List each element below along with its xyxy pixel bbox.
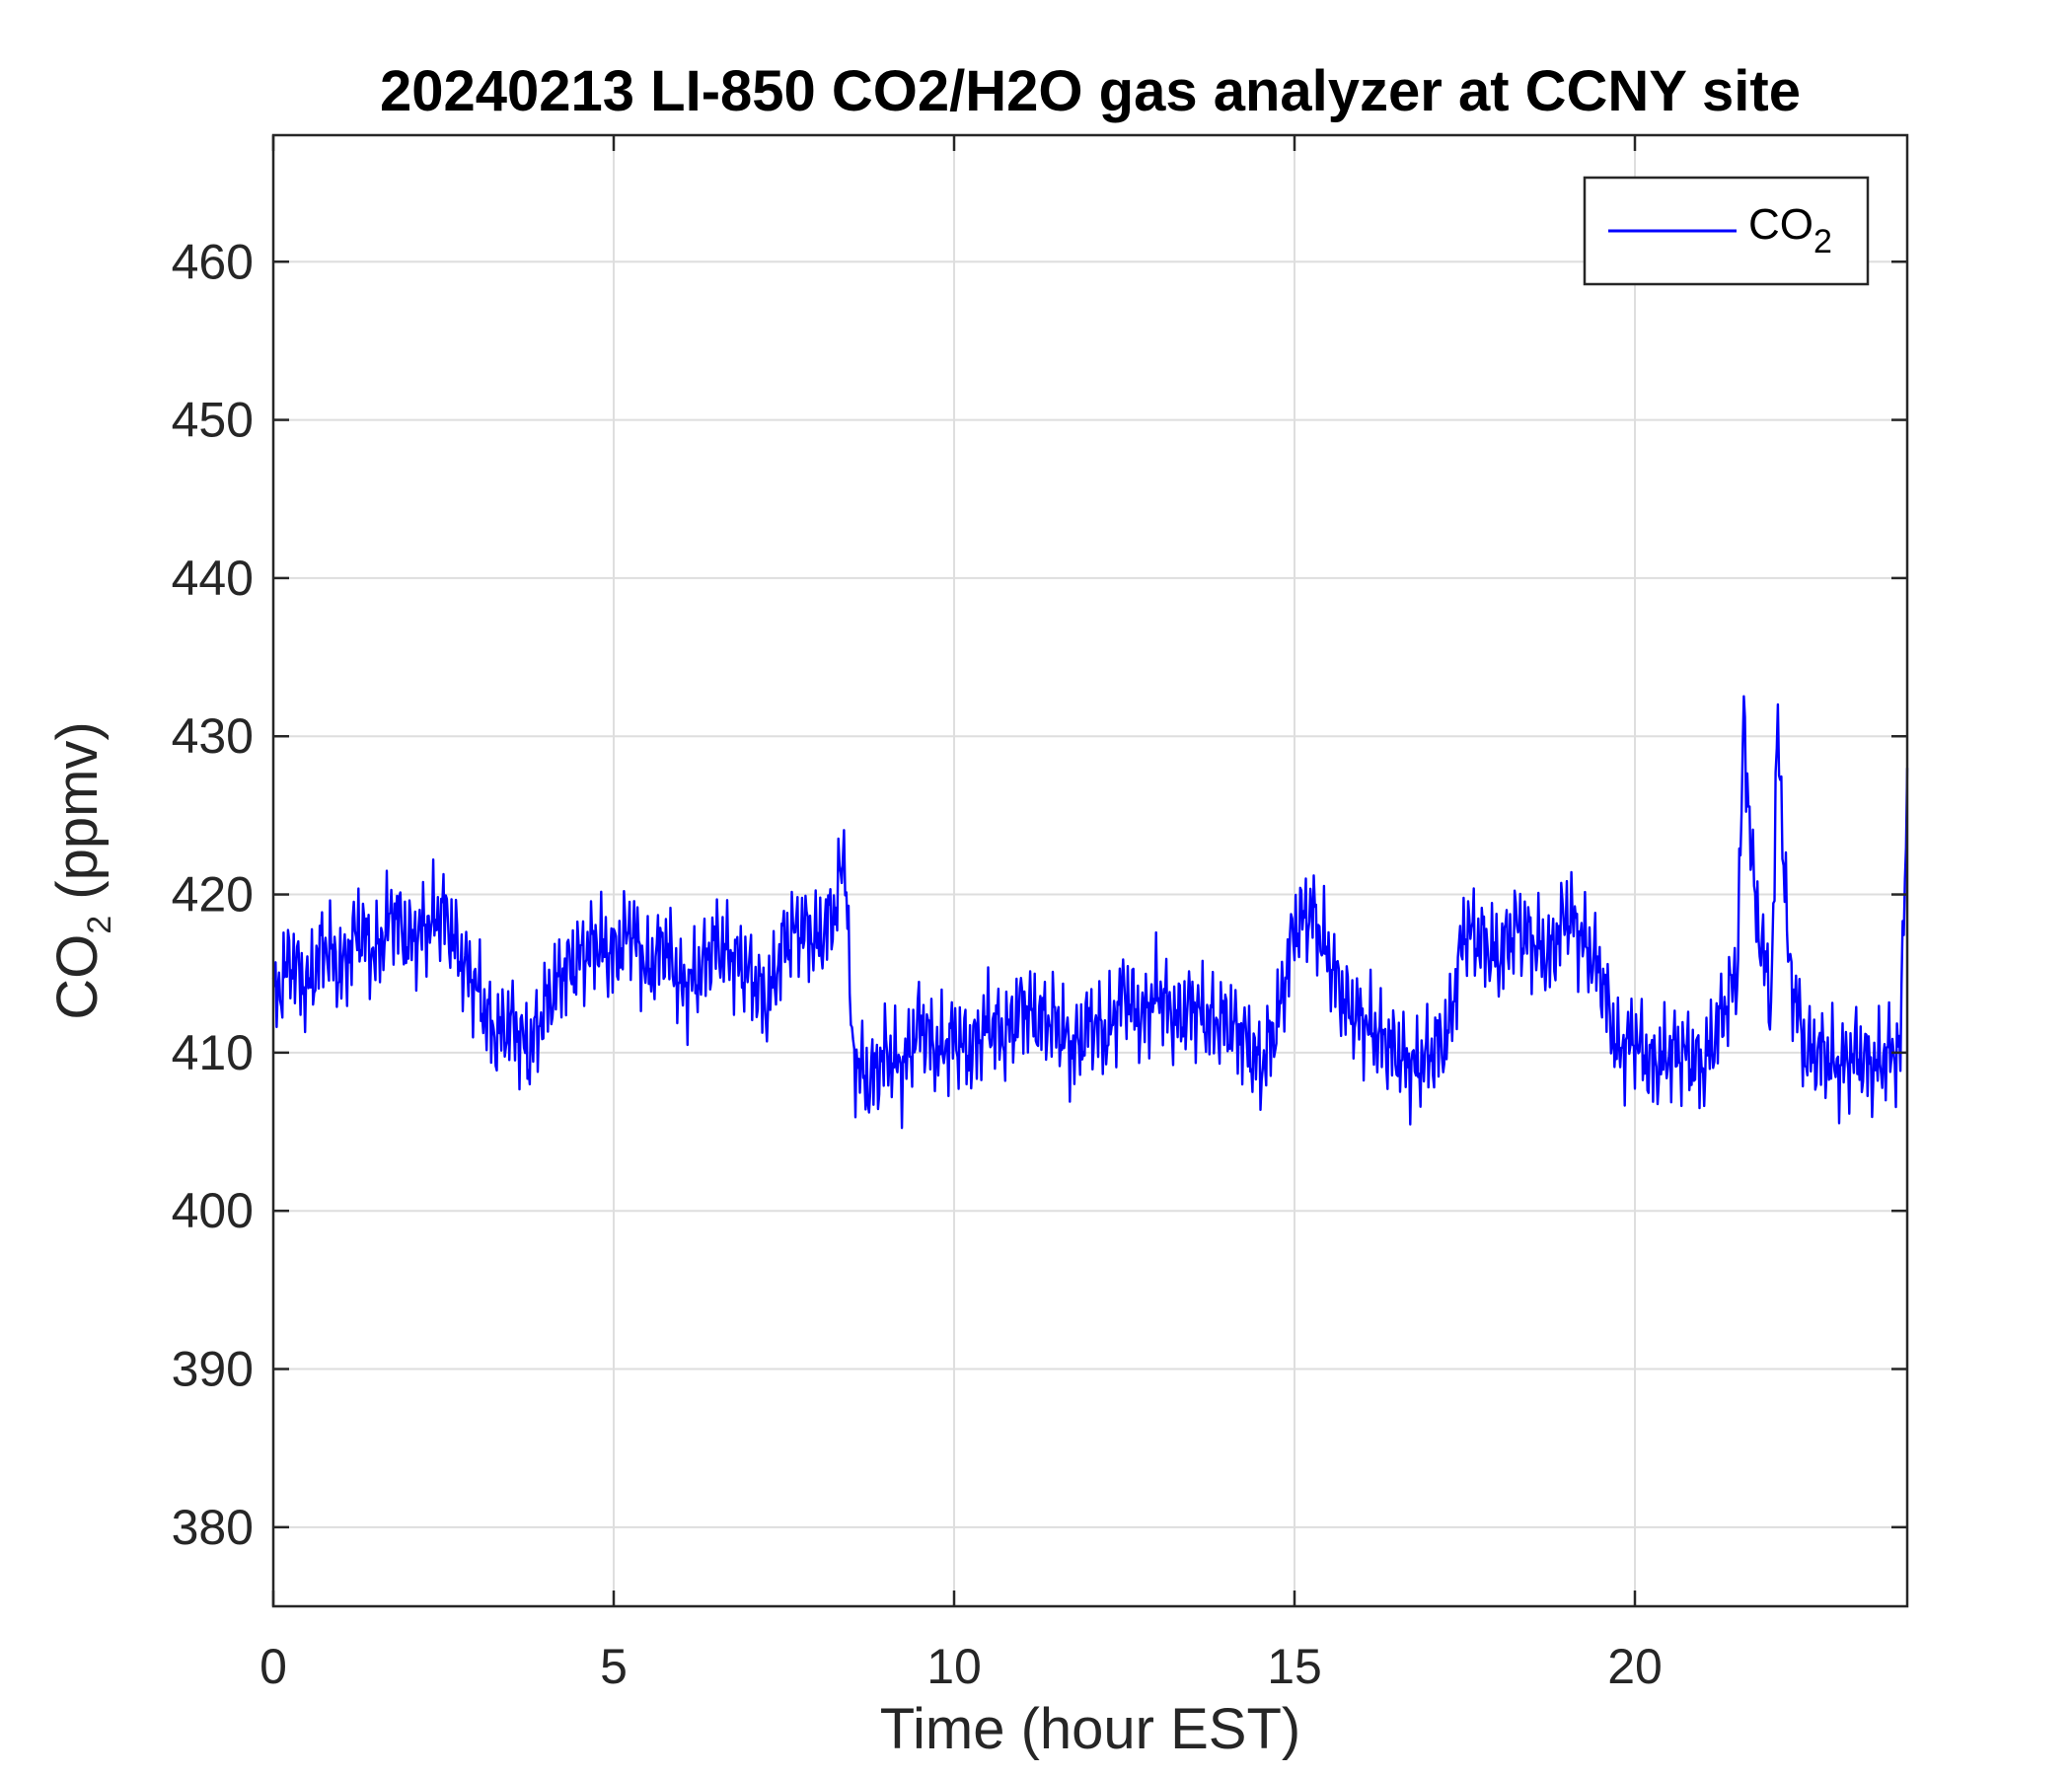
legend-entry-co2: CO2 bbox=[1748, 200, 1832, 260]
grid bbox=[272, 135, 1907, 1606]
y-tick-label: 440 bbox=[172, 551, 254, 606]
y-tick-label: 410 bbox=[172, 1025, 254, 1080]
x-tick-label: 15 bbox=[1267, 1639, 1322, 1694]
y-axis-label-base: CO bbox=[45, 934, 110, 1020]
axes bbox=[271, 133, 1909, 1608]
x-tick-label: 5 bbox=[600, 1639, 628, 1694]
series-layer bbox=[271, 695, 1909, 1130]
series-line-co2 bbox=[271, 695, 1909, 1130]
x-tick-labels: 0 5 10 15 20 bbox=[259, 1639, 1663, 1694]
chart-title: 20240213 LI-850 CO2/H2O gas analyzer at … bbox=[380, 59, 1801, 123]
legend-entry-subscript: 2 bbox=[1813, 223, 1832, 260]
x-tick-label: 0 bbox=[259, 1639, 287, 1694]
legend-entry-base: CO bbox=[1748, 200, 1813, 249]
y-tick-label: 380 bbox=[172, 1500, 254, 1555]
y-axis-label-subscript: 2 bbox=[81, 916, 118, 934]
plot-area bbox=[273, 135, 1907, 1606]
y-tick-label: 390 bbox=[172, 1342, 254, 1397]
y-tick-label: 430 bbox=[172, 708, 254, 764]
x-tick-label: 10 bbox=[926, 1639, 982, 1694]
axes-frame bbox=[271, 133, 1909, 1608]
y-tick-labels: 380 390 400 410 420 430 440 450 460 bbox=[172, 234, 254, 1555]
y-axis-label: CO2 (ppmv) bbox=[45, 721, 118, 1020]
y-tick-label: 450 bbox=[172, 393, 254, 448]
x-tick-label: 20 bbox=[1607, 1639, 1663, 1694]
y-tick-label: 420 bbox=[172, 867, 254, 923]
legend: CO2 bbox=[1583, 176, 1870, 286]
y-tick-label: 460 bbox=[172, 234, 254, 289]
x-axis-label: Time (hour EST) bbox=[880, 1697, 1300, 1761]
y-axis-label-rest: (ppmv) bbox=[45, 721, 110, 916]
y-tick-label: 400 bbox=[172, 1183, 254, 1238]
